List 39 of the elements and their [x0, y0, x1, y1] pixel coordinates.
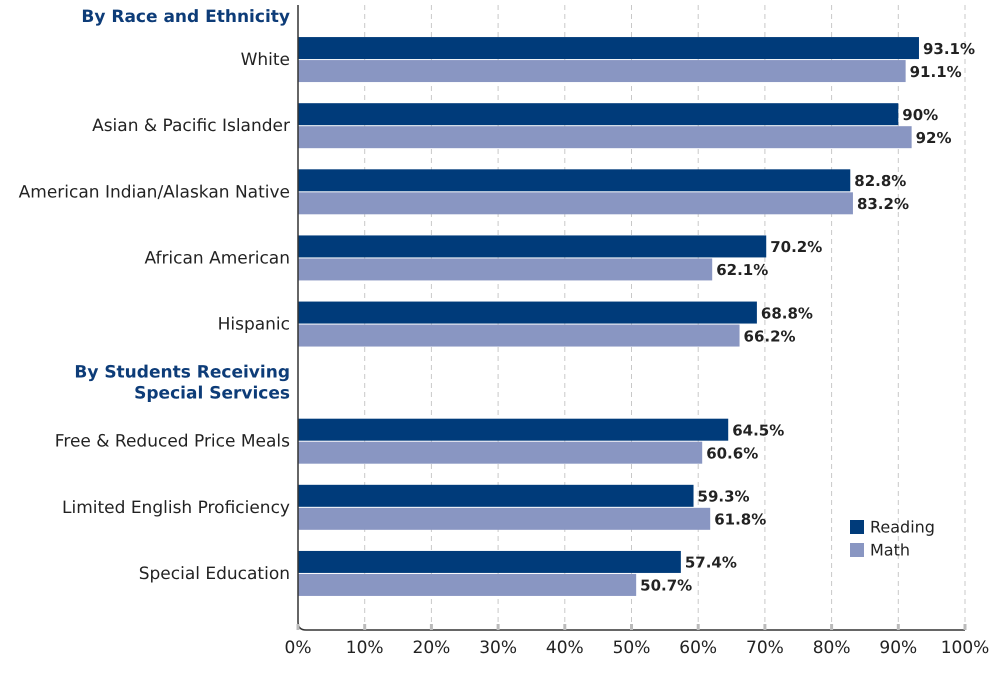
y-tick-label: Asian & Pacific Islander: [92, 116, 290, 136]
y-tick-label: American Indian/Alaskan Native: [18, 182, 290, 202]
data-label: 66.2%: [744, 327, 796, 346]
x-tick-label: 50%: [612, 638, 650, 658]
x-tick-label: 60%: [679, 638, 718, 658]
x-tick-label: 0%: [284, 638, 312, 658]
legend-label: Reading: [870, 518, 935, 537]
data-label: 91.1%: [910, 62, 962, 81]
data-label: 92%: [916, 128, 952, 147]
y-tick-label: Special Education: [138, 564, 290, 584]
data-label: 57.4%: [684, 554, 737, 572]
data-label: 62.1%: [716, 261, 768, 280]
data-label: 83.2%: [856, 195, 909, 214]
x-tick-label: 10%: [346, 638, 384, 658]
data-label: 61.8%: [714, 510, 766, 529]
legend-label: Math: [870, 540, 910, 560]
text: By Students Receiving Special Services: [74, 362, 290, 404]
x-tick-label: 30%: [479, 638, 517, 658]
data-label: 68.8%: [760, 304, 813, 322]
data-label: 50.7%: [640, 576, 692, 595]
data-label: 64.5%: [732, 421, 784, 440]
x-tick-label: 80%: [812, 638, 850, 658]
x-tick-label: 20%: [412, 638, 450, 658]
data-label: 59.3%: [698, 488, 750, 506]
data-label: 82.8%: [854, 172, 906, 190]
y-tick-label: Limited English Proficiency: [62, 498, 290, 518]
y-tick-label: White: [240, 50, 290, 70]
x-tick-label: 40%: [546, 638, 584, 658]
x-tick-label: 90%: [879, 638, 918, 658]
text: By Race and Ethnicity: [81, 7, 290, 27]
x-tick-label: 100%: [940, 638, 990, 658]
data-label: 70.2%: [770, 238, 822, 256]
x-tick-label: 70%: [746, 638, 784, 658]
y-tick-label: Free & Reduced Price Meals: [54, 432, 290, 452]
data-label: 60.6%: [706, 444, 758, 462]
y-tick-label: Hispanic: [218, 314, 290, 335]
data-label: 90%: [902, 106, 938, 124]
y-tick-label: African American: [144, 248, 290, 268]
data-label: 93.1%: [922, 40, 976, 58]
